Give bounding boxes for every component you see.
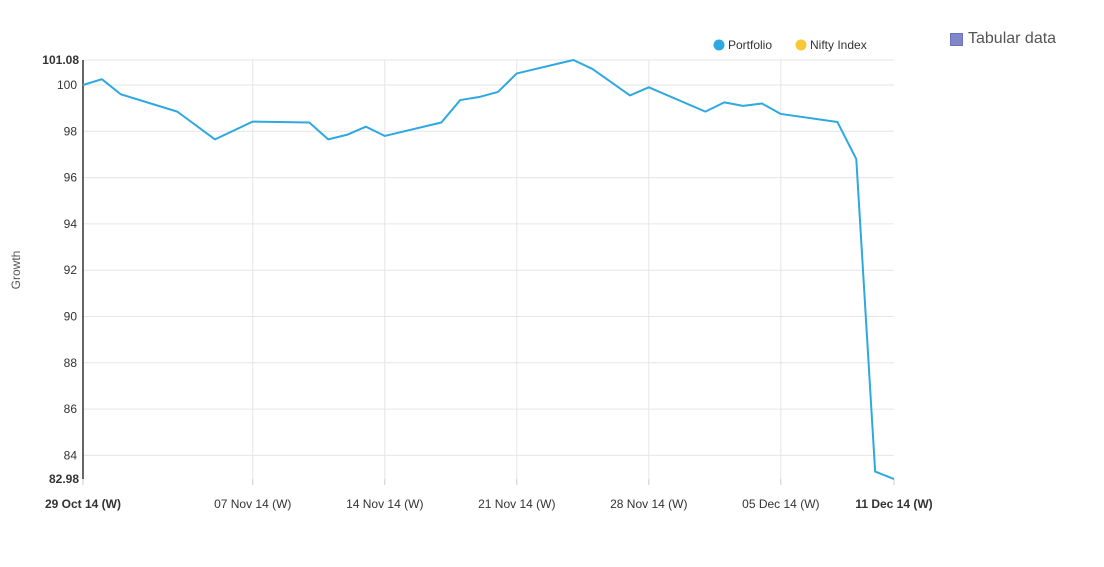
- y-axis-ticks: 84 86 88 90 92 94 96 98 100 101.08 82.98: [42, 53, 79, 486]
- y-tick-label: 100: [57, 78, 77, 92]
- y-tick-label: 86: [64, 402, 78, 416]
- y-max-label: 101.08: [42, 53, 79, 67]
- tabular-data-label: Tabular data: [968, 30, 1057, 47]
- grid-lines: [82, 59, 895, 485]
- x-tick-label: 05 Dec 14 (W): [742, 497, 819, 511]
- x-tick-label: 14 Nov 14 (W): [346, 497, 423, 511]
- x-tick-label: 07 Nov 14 (W): [214, 497, 291, 511]
- series-line-portfolio: [82, 59, 895, 480]
- legend-label-nifty-index[interactable]: Nifty Index: [810, 38, 867, 52]
- legend: Portfolio Nifty Index: [713, 38, 867, 52]
- y-tick-label: 88: [64, 356, 78, 370]
- tabular-data-toggle[interactable]: Tabular data: [950, 30, 1056, 48]
- x-tick-label: 29 Oct 14 (W): [45, 497, 121, 511]
- x-tick-label: 21 Nov 14 (W): [478, 497, 555, 511]
- x-tick-label: 11 Dec 14 (W): [855, 497, 932, 511]
- y-tick-label: 90: [64, 309, 78, 323]
- y-tick-label: 92: [64, 263, 78, 277]
- y-axis-label: Growth: [9, 251, 23, 290]
- y-min-label: 82.98: [49, 472, 79, 486]
- legend-marker-nifty-index[interactable]: [795, 39, 807, 51]
- legend-marker-portfolio[interactable]: [713, 39, 725, 51]
- x-tick-label: 28 Nov 14 (W): [610, 497, 687, 511]
- y-tick-label: 96: [64, 171, 78, 185]
- y-tick-label: 84: [64, 448, 78, 462]
- y-tick-label: 98: [64, 124, 78, 138]
- tabular-data-icon: [950, 32, 963, 46]
- y-tick-label: 94: [64, 217, 78, 231]
- series-lines: [82, 59, 895, 480]
- x-axis-ticks: 29 Oct 14 (W) 07 Nov 14 (W) 14 Nov 14 (W) 2…: [45, 497, 933, 511]
- legend-label-portfolio[interactable]: Portfolio: [728, 38, 772, 52]
